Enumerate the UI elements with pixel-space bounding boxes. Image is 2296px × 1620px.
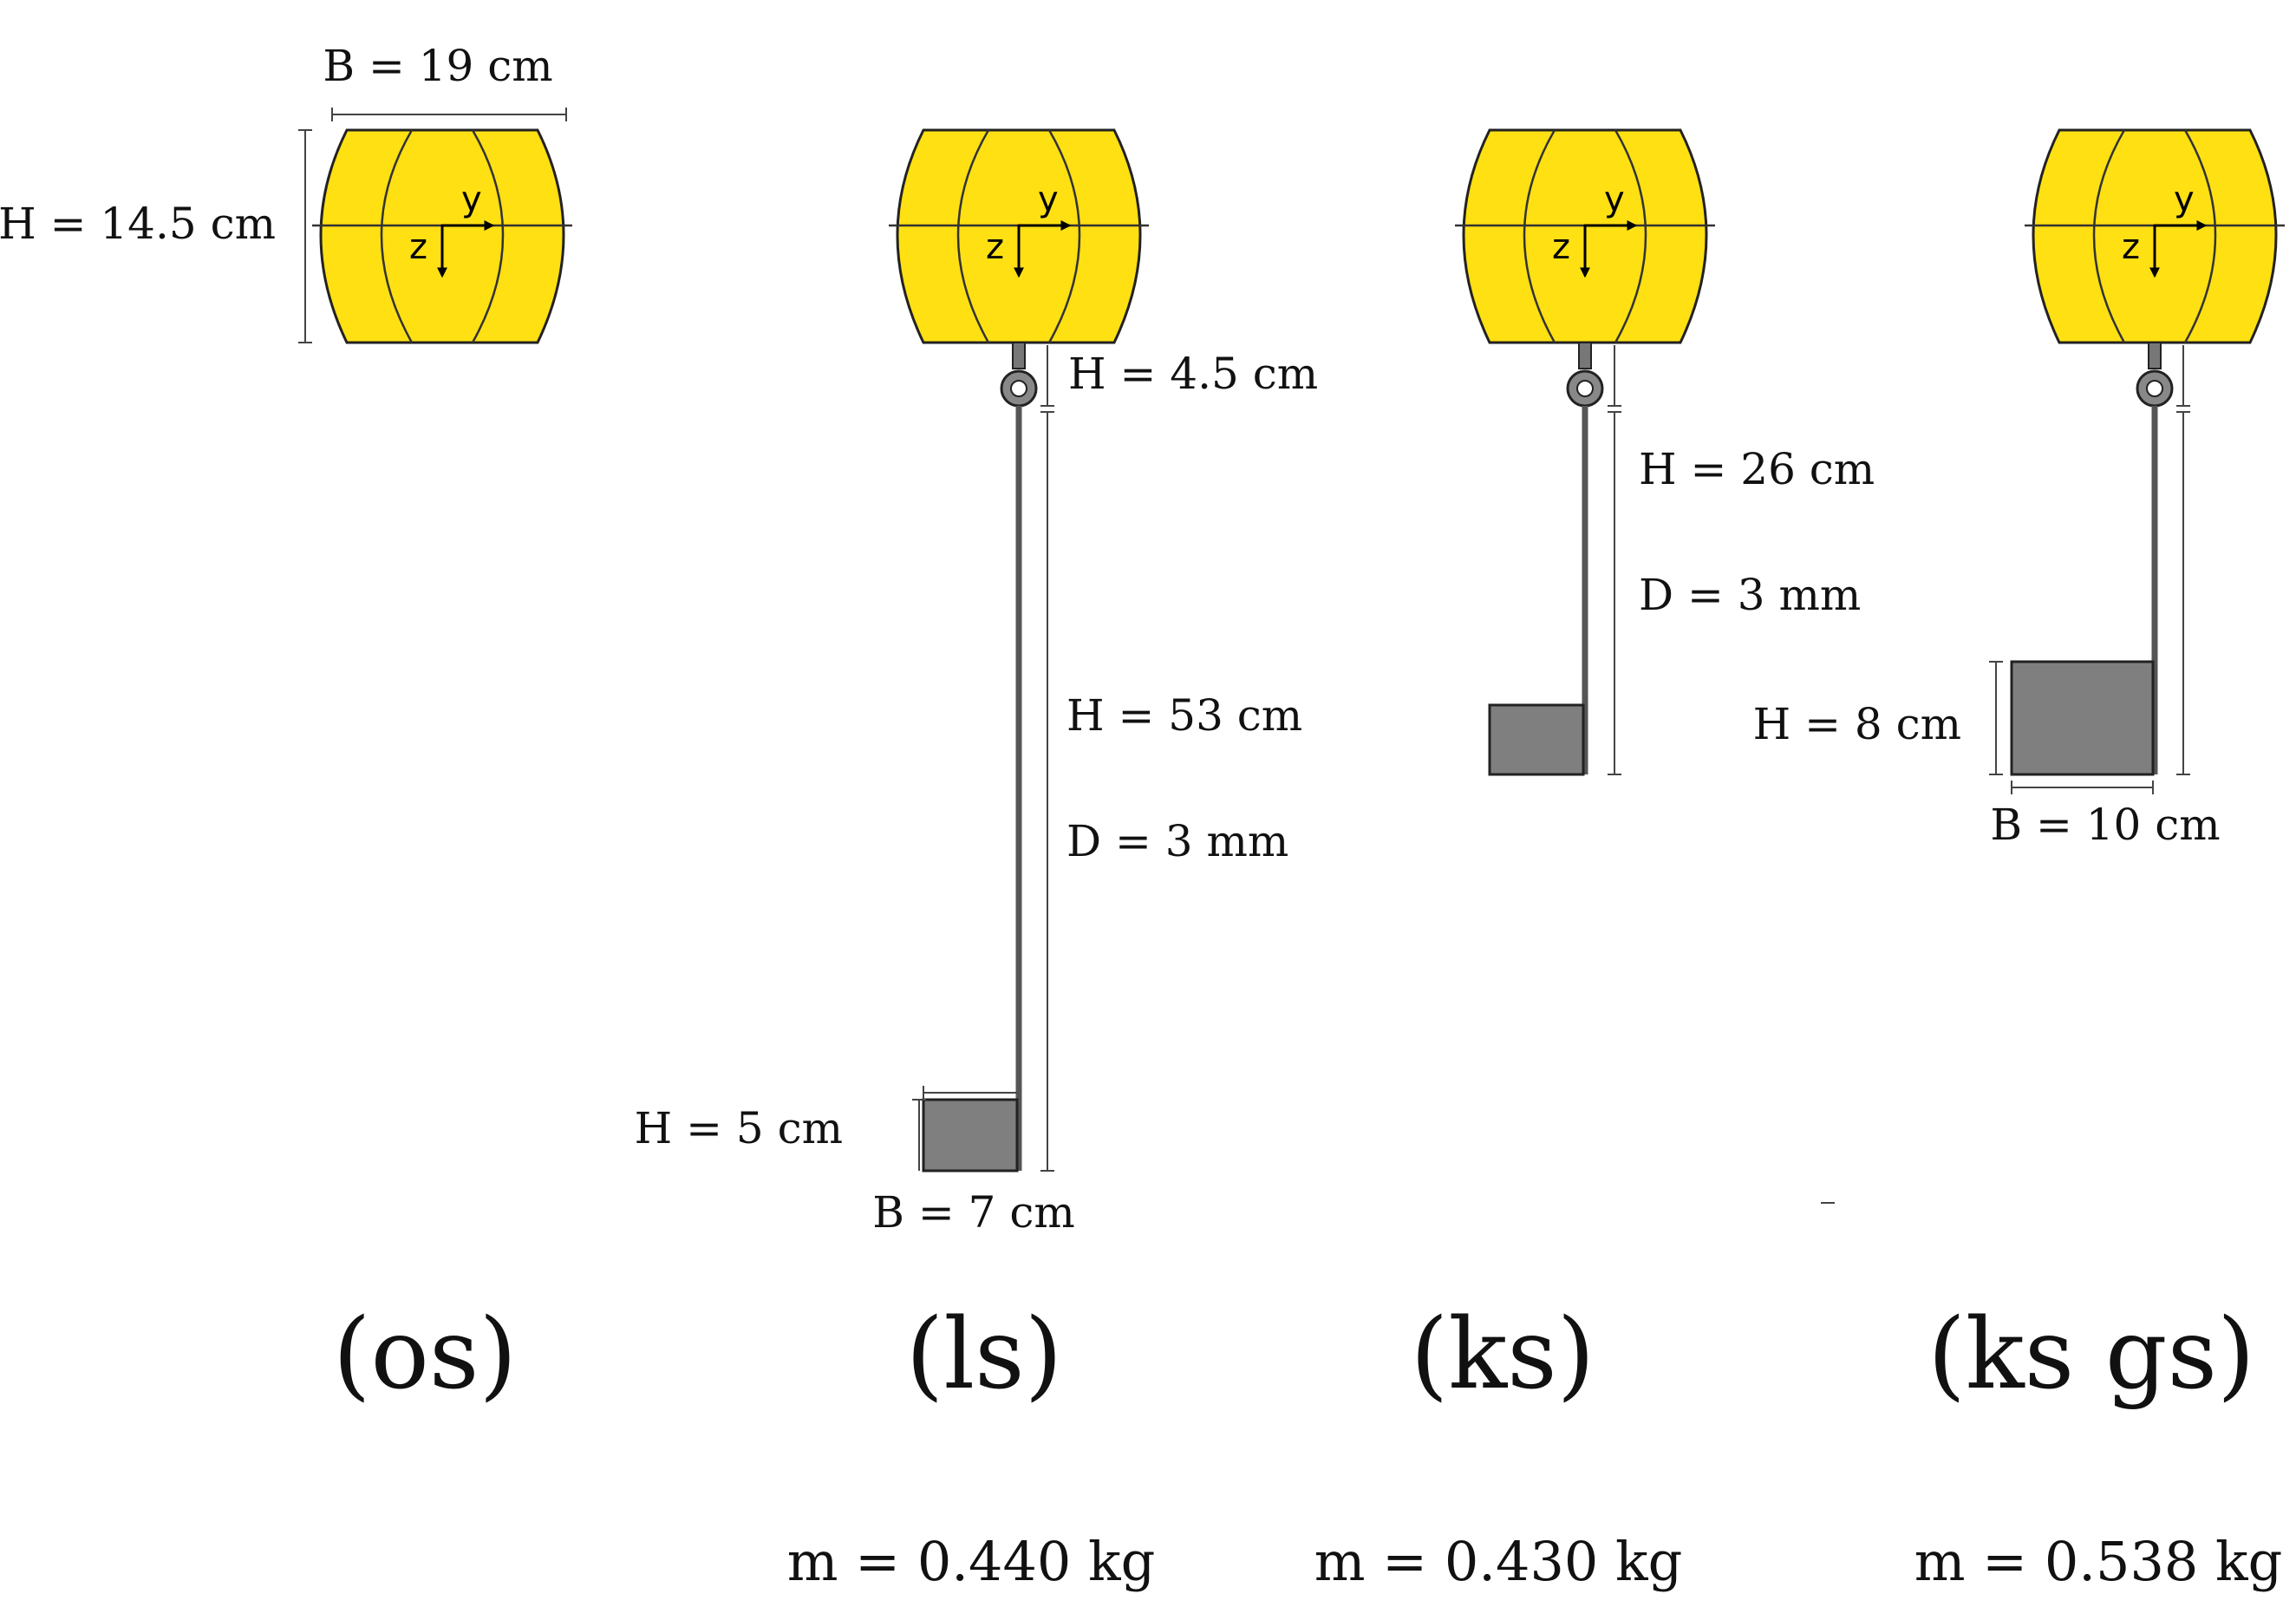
- y-axis-label: y: [461, 180, 482, 219]
- rod-diameter-label: D = 3 mm: [1639, 570, 1861, 620]
- weight-height-label: H = 5 cm: [635, 1103, 843, 1153]
- config-ls: y z H = 4.5 cm H = 53 cm D = 3 mm H = 5 …: [635, 128, 1318, 1593]
- connector-ring-hole: [2146, 380, 2163, 397]
- buoy-seam-right: [1614, 129, 1647, 343]
- y-axis-label: y: [1604, 180, 1625, 219]
- config-ks: y z H = 26 cm D = 3 mm (ks) m = 0.430 kg: [1314, 128, 1875, 1593]
- config-os: y z B = 19 cm H = 14.5 cm (os): [0, 41, 572, 1411]
- buoy-seam-right: [1047, 129, 1081, 343]
- buoy-seam-right: [471, 129, 505, 343]
- buoy-os: y z: [312, 128, 572, 344]
- caption-ls: (ls): [906, 1298, 1063, 1411]
- y-axis-label: y: [2174, 180, 2195, 219]
- caption-os: (os): [333, 1298, 517, 1411]
- buoy-seam-left: [1523, 129, 1556, 343]
- buoy-width-label: B = 19 cm: [323, 41, 552, 91]
- buoy-height-label: H = 14.5 cm: [0, 199, 276, 249]
- buoy-ks-gs: y z: [2025, 128, 2285, 344]
- buoy-seam-left: [380, 129, 414, 343]
- mass-ks-gs: m = 0.538 kg: [1914, 1530, 2283, 1593]
- z-axis-label: z: [2122, 227, 2140, 267]
- y-axis-label: y: [1038, 180, 1059, 219]
- connector-height-label: H = 4.5 cm: [1068, 349, 1318, 399]
- weight-height-label: H = 8 cm: [1753, 699, 1961, 749]
- z-axis-label: z: [986, 227, 1004, 267]
- connector-stem: [2148, 342, 2162, 369]
- connector-ring-hole: [1576, 380, 1594, 397]
- mass-ls: m = 0.440 kg: [787, 1530, 1156, 1593]
- connector-stem: [1578, 342, 1592, 369]
- caption-ks-gs: (ks gs): [1927, 1298, 2255, 1411]
- buoy-ls: y z: [889, 128, 1149, 344]
- buoy-seam-left: [956, 129, 990, 343]
- weight-ks-gs: [2010, 660, 2155, 776]
- z-axis-label: z: [1552, 227, 1570, 267]
- rod-height-label: H = 26 cm: [1639, 444, 1875, 494]
- weight-width-label: B = 7 cm: [872, 1187, 1075, 1238]
- mass-ks: m = 0.430 kg: [1314, 1530, 1683, 1593]
- connector-stem: [1012, 342, 1026, 369]
- buoy-seam-right: [2183, 129, 2217, 343]
- connector-ring-hole: [1010, 380, 1027, 397]
- buoy-ks: y z: [1455, 128, 1715, 344]
- caption-ks: (ks): [1411, 1298, 1595, 1411]
- rod-diameter-label: D = 3 mm: [1066, 816, 1288, 866]
- weight-ls: [922, 1098, 1019, 1173]
- weight-ks: [1488, 703, 1585, 776]
- rod-height-label: H = 53 cm: [1066, 690, 1302, 741]
- z-axis-label: z: [409, 227, 427, 267]
- config-ks-gs: y z H = 8 cm B = 10 cm (ks gs) m = 0.538…: [1753, 128, 2285, 1593]
- buoy-seam-left: [2092, 129, 2126, 343]
- weight-width-label: B = 10 cm: [1990, 800, 2220, 850]
